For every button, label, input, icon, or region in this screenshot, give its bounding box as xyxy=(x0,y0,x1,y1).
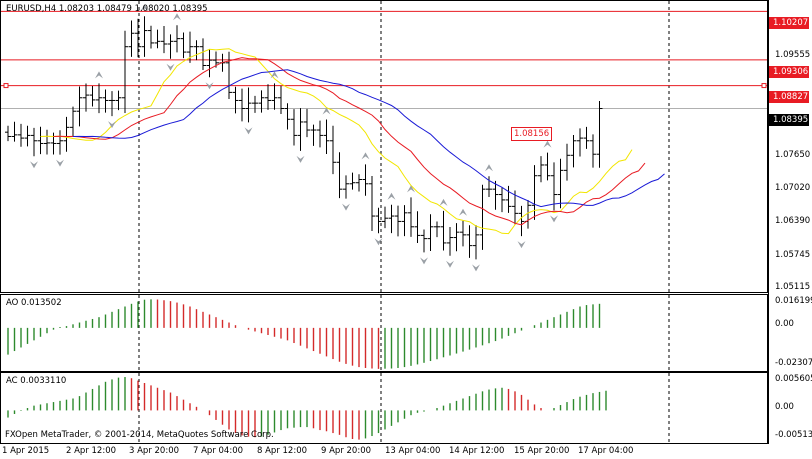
time-label: 8 Apr 12:00 xyxy=(257,446,308,456)
ac-scale-label: 0.00 xyxy=(775,402,794,412)
fractal-down-icon xyxy=(517,241,526,249)
scale-label: 1.07650 xyxy=(775,150,811,160)
ac-scale-label: -0.005133 xyxy=(775,430,812,440)
copyright-text: FXOpen MetaTrader, © 2001-2014, MetaQuot… xyxy=(5,430,274,440)
ac-indicator-pane[interactable]: AC 0.0033110 xyxy=(0,372,768,444)
fractal-down-icon xyxy=(108,121,116,129)
fractal-up-icon xyxy=(95,71,103,79)
line-anchor-handle xyxy=(3,83,9,89)
fractal-up-icon xyxy=(270,71,279,79)
ao-scale-label: 0.00 xyxy=(775,319,794,329)
scale-label: 1.05745 xyxy=(775,250,811,260)
time-label: 15 Apr 20:00 xyxy=(514,446,570,456)
scale-label: 1.09555 xyxy=(775,50,811,60)
ao-scale-label: -0.02307 xyxy=(775,358,812,368)
fractal-down-icon xyxy=(30,161,38,169)
time-label: 1 Apr 2015 xyxy=(2,446,50,456)
fractal-down-icon xyxy=(296,155,305,163)
ao-label: AO 0.013502 xyxy=(6,298,62,308)
time-label: 17 Apr 04:00 xyxy=(578,446,634,456)
time-label: 3 Apr 20:00 xyxy=(129,446,180,456)
time-label: 14 Apr 12:00 xyxy=(449,446,505,456)
fractal-down-icon xyxy=(550,215,558,223)
price-callout[interactable]: 1.08156 xyxy=(511,127,553,141)
line-anchor-handle xyxy=(761,83,767,89)
fractal-up-icon xyxy=(407,185,415,193)
ao-histogram xyxy=(7,295,670,371)
ma-mid-line xyxy=(53,57,646,226)
fractal-up-icon xyxy=(387,192,396,200)
time-label: 7 Apr 04:00 xyxy=(193,446,244,456)
fractal-up-icon xyxy=(322,107,331,115)
scale-label: 1.06390 xyxy=(775,216,811,226)
price-chart-pane[interactable]: EURUSD,H4 1.08203 1.08479 1.08020 1.0839… xyxy=(0,0,768,293)
scale-label: 1.07020 xyxy=(775,183,811,193)
fractal-down-icon xyxy=(446,260,454,268)
fractal-down-icon xyxy=(420,257,428,265)
ac-histogram xyxy=(7,373,670,443)
fractal-down-icon xyxy=(374,238,383,246)
fractal-down-icon xyxy=(244,127,253,135)
scale-label: 1.05115 xyxy=(775,282,811,292)
ao-scale-label: 0.016199 xyxy=(775,296,812,306)
fractal-down-icon xyxy=(472,264,480,272)
level-tag-1[interactable]: 1.10207 xyxy=(769,17,809,29)
time-label: 2 Apr 12:00 xyxy=(66,446,117,456)
time-label: 13 Apr 04:00 xyxy=(385,446,441,456)
fractal-down-icon xyxy=(205,82,214,90)
fractal-down-icon xyxy=(56,159,64,167)
ma-slow-line xyxy=(72,69,665,208)
ma-fast-line xyxy=(40,48,633,235)
time-label: 9 Apr 20:00 xyxy=(321,446,372,456)
fractal-up-icon xyxy=(439,198,448,206)
fractal-up-icon xyxy=(173,13,181,21)
current-price-tag: 1.08395 xyxy=(769,114,809,126)
fractal-up-icon xyxy=(140,4,149,12)
ac-label: AC 0.0033110 xyxy=(6,376,67,386)
ac-scale-label: 0.005605 xyxy=(775,374,812,384)
ao-indicator-pane[interactable]: AO 0.013502 xyxy=(0,294,768,372)
fractal-down-icon xyxy=(342,203,350,211)
price-chart-canvas[interactable] xyxy=(1,1,768,293)
fractal-up-icon xyxy=(459,208,467,216)
level-tag-3[interactable]: 1.08827 xyxy=(769,91,809,103)
level-tag-2[interactable]: 1.09306 xyxy=(769,66,809,78)
fractal-up-icon xyxy=(543,140,552,148)
price-scale[interactable] xyxy=(768,0,812,444)
fractal-up-icon xyxy=(485,164,493,172)
fractal-down-icon xyxy=(166,63,175,71)
symbol-header: EURUSD,H4 1.08203 1.08479 1.08020 1.0839… xyxy=(6,4,208,14)
fractal-up-icon xyxy=(361,152,370,160)
